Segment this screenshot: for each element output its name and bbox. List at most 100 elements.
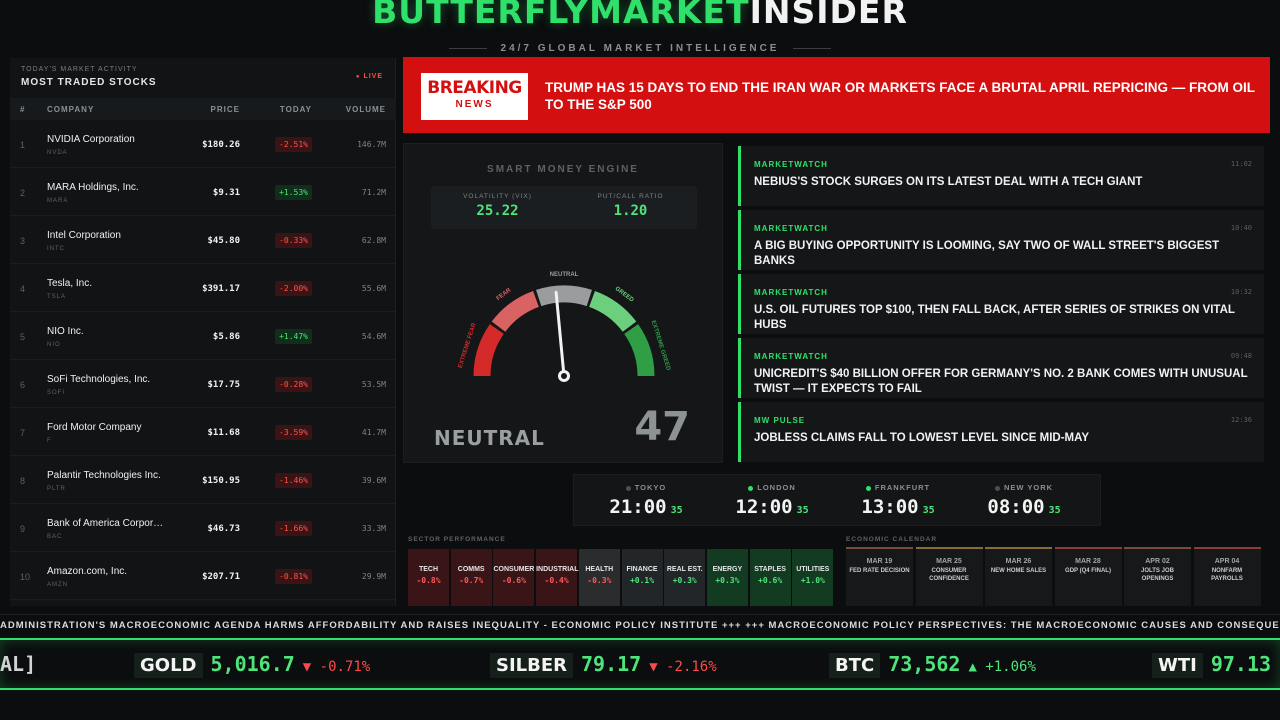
sector-value: +0.6% — [758, 576, 783, 585]
event-name: NEW HOME SALES — [990, 568, 1047, 574]
event-date: MAR 19 — [866, 558, 893, 565]
stock-price: $150.95 — [202, 476, 240, 486]
badge-top: BREAKING — [427, 78, 522, 98]
clock-tokyo: TOKYO 21:00 35 — [586, 483, 706, 518]
stock-row[interactable]: 3 Intel Corporation INTC $45.80 -0.33% 62.8M — [10, 216, 396, 264]
sector-name: CONSUMER — [493, 566, 535, 573]
stock-row[interactable]: 6 SoFi Technologies, Inc. SOFI $17.75 -0.28%… — [10, 360, 396, 408]
stock-name[interactable]: Bank of America Corpor… — [47, 518, 164, 529]
event-name: FED RATE DECISION — [849, 568, 910, 574]
news-headline[interactable]: U.S. OIL FUTURES TOP $100, THEN FALL BAC… — [754, 304, 1235, 331]
stock-name[interactable]: NVIDIA Corporation — [47, 134, 135, 145]
stock-row[interactable]: 1 NVIDIA Corporation NVDA $180.26 -2.51% 146.… — [10, 120, 396, 168]
stock-name[interactable]: NIO Inc. — [47, 326, 84, 337]
price-item-silber: SILBER 79.17 ▼ -2.16% — [490, 652, 717, 678]
stock-volume: 29.9M — [361, 572, 386, 581]
news-item[interactable]: MARKETWATCH 09:48 UNICREDIT'S $40 BILLION … — [738, 338, 1264, 398]
stock-name[interactable]: Intel Corporation — [47, 230, 121, 241]
calendar-event[interactable]: MAR 28 GDP (Q4 FINAL) — [1054, 547, 1122, 606]
clock-seconds: 35 — [670, 505, 683, 516]
sentiment-label: NEUTRAL — [434, 426, 545, 450]
news-time: 10:40 — [1230, 224, 1252, 232]
clock-city-name: TOKYO — [634, 483, 667, 492]
stock-ticker: MARA — [47, 198, 69, 204]
stock-change: -1.46% — [275, 473, 312, 488]
sector-name: REAL EST. — [666, 566, 703, 573]
stock-name[interactable]: Tesla, Inc. — [47, 278, 93, 289]
sector-tile[interactable]: COMMS -0.7% — [450, 549, 492, 606]
col-company[interactable]: COMPANY — [47, 105, 95, 114]
sector-title: SECTOR PERFORMANCE — [408, 536, 506, 543]
stock-name[interactable]: SoFi Technologies, Inc. — [47, 374, 151, 385]
event-name: CONSUMER CONFIDENCE — [929, 568, 969, 582]
sector-tile[interactable]: INDUSTRIAL -0.4% — [536, 549, 578, 606]
stock-rank: 9 — [20, 524, 26, 534]
stock-row[interactable]: 8 Palantir Technologies Inc. PLTR $150.95 -1… — [10, 456, 396, 504]
calendar-event[interactable]: MAR 25 CONSUMER CONFIDENCE — [915, 547, 983, 606]
world-clocks: TOKYO 21:00 35 LONDON 12:00 35 FRANKFURT 13:00 3… — [573, 474, 1101, 526]
most-traded-stocks-panel: TODAY'S MARKET ACTIVITY MOST TRADED STOC… — [10, 58, 396, 606]
sector-tile[interactable]: FINANCE +0.1% — [621, 549, 663, 606]
col-today[interactable]: TODAY — [279, 105, 312, 114]
sector-name: TECH — [418, 566, 439, 573]
stocks-column-header: # COMPANY PRICE TODAY VOLUME — [10, 98, 396, 120]
gauge-needle — [554, 290, 566, 378]
news-headline[interactable]: JOBLESS CLAIMS FALL TO LOWEST LEVEL SINC… — [754, 432, 1090, 444]
header: BUTTERFLYMARKETINSIDER 24/7 GLOBAL MARKE… — [0, 0, 1280, 58]
news-item[interactable]: MARKETWATCH 10:40 A BIG BUYING OPPORTUNITY… — [738, 210, 1264, 270]
news-source: MARKETWATCH — [754, 160, 828, 169]
clock-city-name: LONDON — [757, 483, 796, 492]
stock-rank: 6 — [20, 380, 26, 390]
price-value: 5,016.7 — [210, 652, 295, 676]
sector-tile[interactable]: UTILITIES +1.0% — [792, 549, 834, 606]
stock-ticker: TSLA — [47, 294, 67, 300]
sector-value: +0.3% — [715, 576, 740, 585]
breaking-headline[interactable]: TRUMP HAS 15 DAYS TO END THE IRAN WAR OR… — [545, 80, 1255, 112]
stock-rank: 2 — [20, 188, 26, 198]
event-date: MAR 28 — [1075, 558, 1101, 565]
news-item[interactable]: MARKETWATCH 10:32 U.S. OIL FUTURES TOP $10… — [738, 274, 1264, 334]
sector-value: -0.6% — [501, 576, 526, 585]
clock-time: 21:00 35 — [586, 496, 706, 518]
stock-name[interactable]: Palantir Technologies Inc. — [47, 470, 161, 481]
breaking-news-banner[interactable]: BREAKING NEWS TRUMP HAS 15 DAYS TO END T… — [403, 57, 1270, 133]
gauge-label-greed: GREED — [614, 286, 635, 304]
news-headline[interactable]: NEBIUS'S STOCK SURGES ON ITS LATEST DEAL… — [754, 176, 1143, 188]
stock-row[interactable]: 7 Ford Motor Company F $11.68 -3.59% 41.7M — [10, 408, 396, 456]
stock-name[interactable]: Ford Motor Company — [47, 422, 142, 433]
sector-tile[interactable]: CONSUMER -0.6% — [493, 549, 535, 606]
sector-tile[interactable]: STAPLES +0.6% — [749, 549, 791, 606]
news-item[interactable]: MW PULSE 12:36 JOBLESS CLAIMS FALL TO LOWE… — [738, 402, 1264, 462]
col-price[interactable]: PRICE — [210, 105, 240, 114]
gauge-segment-extreme-greed — [624, 324, 655, 377]
event-name: JOLTS JOB OPENINGS — [1141, 568, 1174, 582]
stock-row[interactable]: 2 MARA Holdings, Inc. MARA $9.31 +1.53% 71.2M — [10, 168, 396, 216]
event-date: MAR 26 — [1005, 558, 1032, 565]
stock-row[interactable]: 4 Tesla, Inc. TSLA $391.17 -2.00% 55.6M — [10, 264, 396, 312]
sector-tile[interactable]: REAL EST. +0.3% — [664, 549, 706, 606]
stock-price: $45.80 — [207, 236, 240, 246]
calendar-event[interactable]: APR 02 JOLTS JOB OPENINGS — [1124, 547, 1191, 606]
calendar-event[interactable]: APR 04 NONFARM PAYROLLS — [1193, 547, 1261, 606]
metrics-box: VOLATILITY (VIX) 25.22 PUT/CALL RATIO 1.… — [431, 186, 697, 229]
sector-tile[interactable]: ENERGY +0.3% — [706, 549, 748, 606]
sector-tile[interactable]: HEALTH -0.3% — [578, 549, 620, 606]
stock-row[interactable]: 9 Bank of America Corpor… BAC $46.73 -1.66% 3… — [10, 504, 396, 552]
news-item[interactable]: MARKETWATCH 11:02 NEBIUS'S STOCK SURGES ON… — [738, 146, 1264, 206]
sector-tile[interactable]: TECH -0.8% — [408, 549, 449, 606]
news-headline[interactable]: UNICREDIT'S $40 BILLION OFFER FOR GERMAN… — [754, 368, 1248, 395]
sector-performance: SECTOR PERFORMANCE TECH -0.8% COMMS -0.7% CO… — [408, 536, 834, 606]
stock-name[interactable]: Amazon.com, Inc. — [47, 566, 128, 577]
clock-seconds: 35 — [1048, 505, 1061, 516]
news-headline[interactable]: A BIG BUYING OPPORTUNITY IS LOOMING, SAY… — [754, 240, 1220, 267]
stock-row[interactable]: 5 NIO Inc. NIO $5.86 +1.47% 54.6M — [10, 312, 396, 360]
col-volume[interactable]: VOLUME — [345, 105, 386, 114]
stock-name[interactable]: MARA Holdings, Inc. — [47, 182, 139, 193]
calendar-event[interactable]: MAR 26 NEW HOME SALES — [985, 547, 1052, 606]
stock-change: -0.33% — [275, 233, 312, 248]
clock-hhmm: 08:00 — [987, 496, 1045, 518]
vix-metric: VOLATILITY (VIX) 25.22 — [431, 193, 564, 219]
calendar-event[interactable]: MAR 19 FED RATE DECISION — [846, 547, 913, 606]
stock-row[interactable]: 10 Amazon.com, Inc. AMZN $207.71 -0.81% 29.9M — [10, 552, 396, 600]
